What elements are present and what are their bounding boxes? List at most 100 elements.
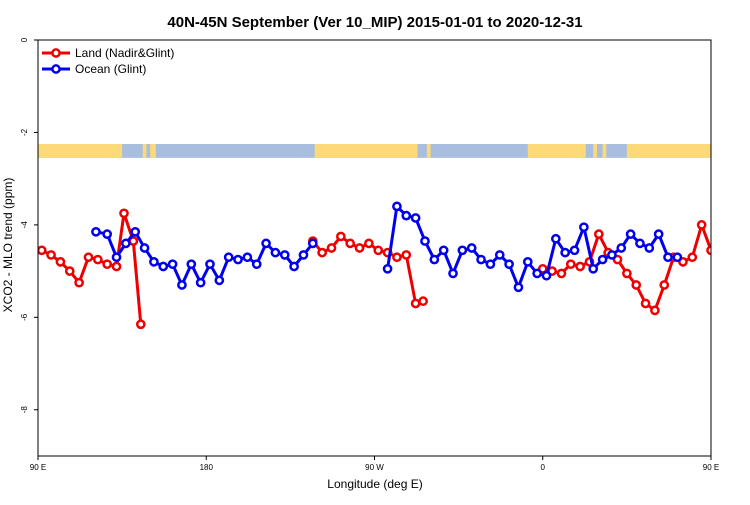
data-point: [663, 252, 673, 263]
data-point: [607, 250, 617, 260]
data-point: [298, 250, 309, 260]
data-point: [326, 243, 337, 253]
data-point: [438, 245, 449, 256]
data-point: [575, 261, 585, 272]
x-axis-label: Longitude (deg E): [327, 477, 422, 491]
data-point: [111, 252, 122, 263]
data-point: [622, 268, 632, 279]
data-point: [205, 259, 215, 270]
data-point: [635, 238, 645, 249]
data-point: [579, 222, 589, 233]
data-point: [640, 298, 651, 309]
series-layer: [38, 201, 711, 330]
data-point: [631, 280, 642, 290]
x-tick-label: 90 E: [703, 463, 719, 472]
data-point: [55, 257, 66, 267]
land-band-segment: [314, 144, 418, 158]
x-tick-label: 90 W: [365, 463, 384, 472]
data-point: [476, 254, 486, 265]
data-point: [556, 268, 567, 279]
data-point: [410, 213, 421, 223]
data-point: [345, 238, 356, 249]
data-point: [135, 319, 146, 330]
data-point: [653, 229, 664, 239]
data-point: [588, 263, 599, 274]
data-point: [457, 245, 468, 256]
x-tick-label: 90 E: [30, 463, 46, 472]
data-point: [392, 252, 402, 263]
data-point: [532, 268, 542, 279]
data-point: [336, 231, 346, 242]
data-point: [92, 254, 103, 265]
legend-swatch-marker: [51, 64, 61, 74]
data-point: [111, 261, 122, 272]
data-point: [448, 268, 458, 279]
land-band-segment: [150, 144, 156, 158]
land-band-segment: [527, 144, 586, 158]
data-point: [214, 275, 225, 286]
data-point: [149, 257, 159, 267]
data-point: [401, 250, 412, 260]
legend-label: Land (Nadir&Glint): [75, 46, 174, 60]
series-line: [386, 204, 678, 289]
data-point: [91, 226, 101, 237]
data-point: [597, 254, 608, 265]
data-point: [233, 254, 243, 265]
data-point: [696, 220, 707, 230]
data-point: [687, 252, 698, 263]
data-point: [364, 238, 374, 249]
data-point: [560, 247, 571, 258]
data-point: [541, 270, 552, 281]
land-band-segment: [626, 144, 711, 158]
data-point: [466, 243, 477, 253]
data-point: [119, 208, 129, 219]
data-point: [392, 201, 402, 212]
data-point: [373, 245, 384, 256]
data-point: [565, 259, 576, 270]
data-point: [550, 233, 561, 244]
data-point: [177, 280, 187, 290]
data-point: [569, 245, 580, 256]
data-point: [317, 247, 328, 258]
data-point: [420, 236, 430, 246]
data-point: [38, 245, 47, 256]
y-tick-label: -8: [20, 406, 29, 414]
data-point: [270, 247, 281, 258]
y-tick-label: -4: [20, 221, 29, 229]
axes: 90 E 180 90 W 0 90 E 0 -2 -4 -6 -8: [20, 37, 719, 472]
data-point: [261, 238, 271, 249]
data-point: [186, 259, 197, 270]
y-axis-label: XCO2 - MLO trend (ppm): [1, 178, 15, 313]
data-point: [418, 296, 428, 307]
data-point: [672, 252, 683, 263]
data-point: [74, 277, 84, 288]
data-point: [279, 250, 290, 260]
data-point: [223, 252, 234, 263]
land-band-segment: [741, 144, 745, 158]
data-point: [167, 259, 178, 270]
land-band-segment: [593, 144, 597, 158]
data-point: [102, 259, 113, 270]
land-band-segment: [142, 144, 147, 158]
data-point: [659, 280, 670, 290]
legend-label: Ocean (Glint): [75, 62, 146, 76]
legend: Land (Nadir&Glint) Ocean (Glint): [42, 46, 174, 76]
data-point: [307, 238, 318, 249]
data-point: [139, 243, 150, 253]
data-point: [46, 250, 56, 260]
data-point: [522, 257, 533, 267]
data-point: [382, 263, 393, 274]
land-band-segment: [730, 144, 736, 158]
data-point: [401, 210, 412, 221]
data-point: [242, 252, 253, 263]
land-band-segment: [426, 144, 431, 158]
data-point: [289, 261, 299, 272]
chart-title: 40N-45N September (Ver 10_MIP) 2015-01-0…: [167, 14, 582, 31]
data-point: [429, 254, 440, 265]
data-point: [616, 243, 627, 253]
data-point: [158, 261, 169, 272]
x-tick-label: 180: [200, 463, 214, 472]
data-point: [513, 282, 524, 293]
